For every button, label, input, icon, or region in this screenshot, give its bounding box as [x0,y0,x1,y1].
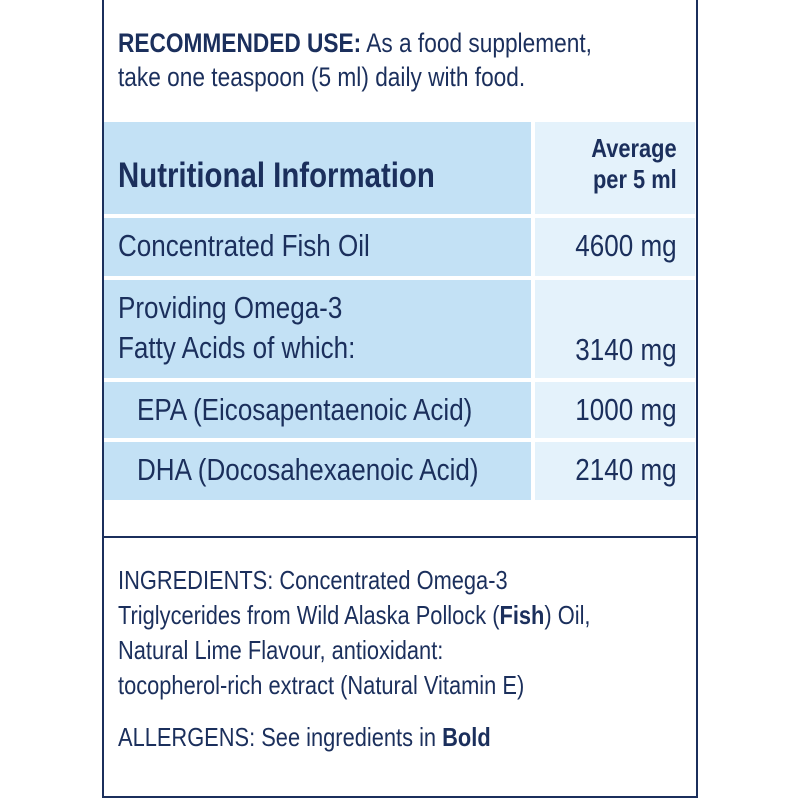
row-value: 4600 mg [575,228,677,263]
recommended-use-line2: take one teaspoon (5 ml) daily with food… [118,62,526,92]
allergens-bold: Bold [442,722,491,752]
recommended-use-line1: RECOMMENDED USE: As a food supplement, [118,28,592,59]
ingredients-line2: Triglycerides from Wild Alaska Pollock (… [118,600,591,631]
row-value: 3140 mg [575,332,677,367]
allergens-text: ALLERGENS: See ingredients in [118,722,443,752]
table-title: Nutritional Information [118,156,435,195]
recommended-use-label: RECOMMENDED USE: [118,28,362,58]
table-value-cell [535,382,695,438]
allergens: ALLERGENS: See ingredients in Bold [118,722,491,753]
row-label: Concentrated Fish Oil [118,228,370,263]
table-header-label-cell [104,122,531,214]
table-value-cell [535,218,695,276]
section-divider [102,536,698,538]
allergen-fish: Fish [499,600,545,630]
table-value-cell [535,280,695,378]
table-row [104,280,531,378]
table-row [104,442,531,500]
ingredients-line3: Natural Lime Flavour, antioxidant: [118,635,444,665]
row-value: 2140 mg [575,452,677,487]
ingredients-line1: INGREDIENTS: Concentrated Omega-3 [118,565,508,595]
table-value-cell [535,442,695,500]
label-frame [102,0,698,798]
ingredients-text: Triglycerides from Wild Alaska Pollock ( [118,600,500,630]
table-row [104,218,531,276]
ingredients-line4: tocopherol-rich extract (Natural Vitamin… [118,670,525,700]
column-header-line2: per 5 ml [593,164,677,194]
ingredients-text: ) Oil, [544,600,591,630]
column-header-line1: Average [591,133,677,163]
table-row [104,382,531,438]
row-label-line1: Providing Omega-3 [118,290,343,325]
row-value: 1000 mg [575,392,677,427]
row-label: EPA (Eicosapentaenoic Acid) [137,392,473,427]
row-label: DHA (Docosahexaenoic Acid) [137,452,479,487]
row-label-line2: Fatty Acids of which: [118,330,356,365]
recommended-use-text: As a food supplement, [366,28,592,58]
table-header-value-cell [535,122,695,214]
